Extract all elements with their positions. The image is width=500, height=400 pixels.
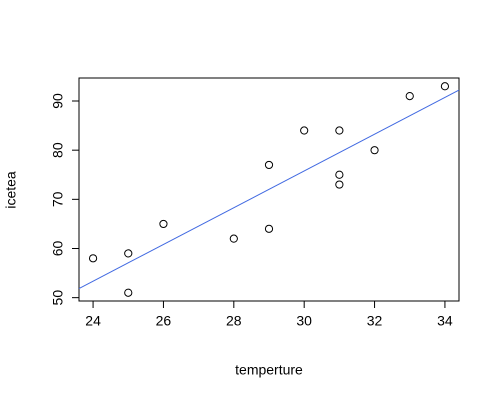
y-tick-label: 60 [50,240,66,256]
point [440,82,450,91]
fit-line [78,89,460,290]
y-tick-label: 80 [50,142,66,158]
y-tick-label: 90 [50,93,66,109]
plot-frame [78,77,460,302]
point [159,219,168,229]
y-tick-label: 70 [50,191,66,207]
point [124,249,133,258]
point [335,170,344,179]
point [229,234,238,243]
point [335,180,344,189]
x-tick-label: 32 [367,313,383,329]
point [124,288,133,297]
point [370,146,379,155]
point [405,91,414,101]
point [88,254,98,263]
point [335,126,344,135]
x-tick-label: 28 [226,313,242,329]
point [264,160,274,170]
x-axis-label: temperture [235,362,303,378]
point [264,224,274,233]
y-axis-label: icetea [3,171,19,209]
x-tick-label: 24 [85,313,101,329]
point [300,126,309,135]
x-tick-label: 30 [296,313,312,329]
x-tick-label: 34 [437,313,453,329]
y-tick-label: 50 [50,290,66,306]
x-tick-label: 26 [156,313,172,329]
